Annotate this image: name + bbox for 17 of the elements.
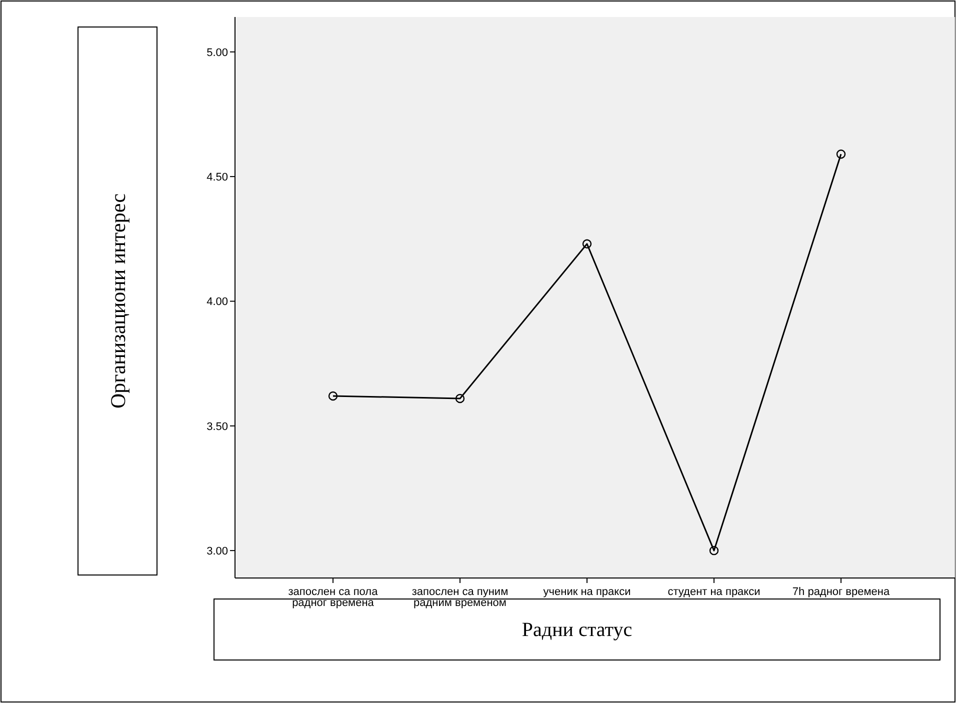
x-tick-label: запослен са пола радног времена bbox=[288, 586, 379, 609]
y-tick-label: 5.00 bbox=[206, 46, 228, 59]
point bbox=[582, 239, 592, 248]
x-tick-label: ученик на пракси bbox=[543, 586, 631, 598]
x-tick-label: запослен са пуним радним временом bbox=[412, 586, 508, 609]
y-tick-label: 3.50 bbox=[206, 420, 228, 433]
point bbox=[455, 394, 465, 404]
x-tick-label: студент на пракси bbox=[668, 586, 760, 598]
y-tick-label: 4.00 bbox=[206, 296, 228, 308]
point bbox=[836, 150, 846, 159]
y-tick-label: 3.00 bbox=[206, 545, 228, 558]
x-tick-label: 7h радног времена bbox=[792, 586, 890, 598]
point bbox=[709, 546, 719, 556]
y-axis-title: Организациони интерес bbox=[106, 193, 130, 409]
y-tick-label: 4.50 bbox=[206, 171, 228, 184]
x-axis-title: Радни статус bbox=[522, 619, 632, 641]
point bbox=[328, 391, 338, 401]
